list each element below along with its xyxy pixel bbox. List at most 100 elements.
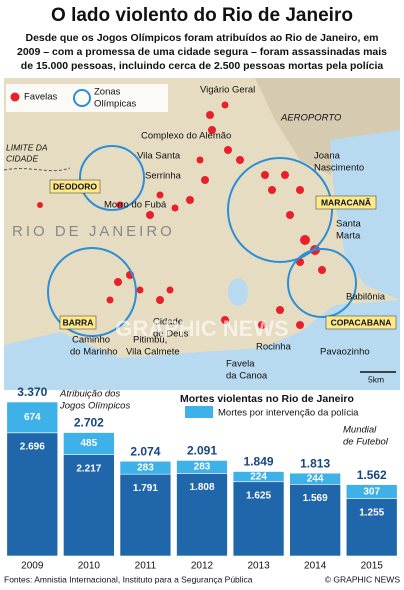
- city-limit-line: [3, 167, 71, 172]
- ocean: [4, 300, 400, 390]
- place-label: Pitimbu,: [133, 335, 167, 346]
- scale-label: 5km: [368, 374, 384, 384]
- legend-dot: [10, 92, 20, 102]
- total-label: 1.813: [300, 456, 330, 470]
- total-label: 1.849: [244, 455, 274, 469]
- legend-label: Favelas: [24, 92, 58, 103]
- lagoon: [228, 278, 248, 306]
- zone-label: COPACABANA: [331, 317, 392, 327]
- value-label: 1.569: [303, 493, 328, 504]
- annotation: Jogos Olímpicos: [59, 401, 130, 412]
- value-label: 1.255: [359, 507, 384, 518]
- place-label: Santa: [336, 219, 362, 230]
- map: Favelas Zonas Olímpicas RIO DE JANEIRO A…: [3, 78, 400, 390]
- legend-label: Olímpicas: [94, 99, 136, 110]
- place-label: Rocinha: [256, 342, 292, 353]
- bar-segment: [63, 454, 115, 557]
- total-label: 1.562: [357, 468, 387, 482]
- place-label: Complexo do Alemão: [141, 131, 231, 142]
- value-label: 283: [194, 462, 211, 473]
- subtitle: Desde que os Jogos Olímpicos foram atrib…: [26, 32, 379, 44]
- bar-segment: [119, 473, 172, 557]
- zone-label: MARACANÃ: [321, 197, 371, 207]
- zone-box: [49, 179, 101, 194]
- x-tick-label: 2011: [135, 561, 157, 572]
- bar-segment: [345, 484, 398, 499]
- bar-segment: [232, 471, 285, 483]
- total-label: 3.370: [17, 385, 47, 399]
- bar-segment: [289, 484, 341, 557]
- total-label: 2.702: [74, 416, 104, 430]
- place-label: Caminho: [72, 335, 110, 346]
- place-label: Cidade: [153, 317, 183, 328]
- title: O lado violento do Rio de Janeiro: [51, 5, 353, 26]
- value-label: 244: [307, 473, 324, 484]
- place-label: Vila Calmete: [126, 347, 180, 358]
- bar-segment: [63, 432, 115, 455]
- annotation: Mundial: [343, 425, 377, 436]
- chart-title: Mortes violentas no Rio de Janeiro: [180, 393, 354, 405]
- value-label: 485: [81, 438, 98, 449]
- watermark: GRAPHIC NEWS: [115, 316, 289, 341]
- annotation: Atribuição dos: [59, 389, 120, 400]
- bar-segment: [176, 460, 228, 474]
- place-label: de Deus: [153, 329, 189, 340]
- legend-circle: [73, 89, 91, 107]
- zone-label: DEODORO: [53, 181, 97, 191]
- total-label: 2.074: [130, 444, 160, 458]
- bar-segment: [289, 472, 341, 485]
- place-label: Vigário Geral: [200, 85, 255, 96]
- bay: [330, 130, 400, 300]
- x-tick-label: 2013: [247, 561, 270, 572]
- credit: © GRAPHIC NEWS: [325, 574, 401, 584]
- x-tick-label: 2010: [78, 561, 101, 572]
- value-label: 307: [363, 486, 380, 497]
- place-label: do Marinho: [70, 347, 118, 358]
- subtitle: de 15.000 pessoas, incluindo cerca de 2.…: [21, 60, 384, 72]
- total-label: 2.091: [187, 444, 217, 458]
- x-tick-label: 2014: [304, 561, 327, 572]
- annotation: de Futebol: [343, 437, 389, 448]
- bar-segment: [6, 432, 59, 557]
- olympic-zones: [47, 145, 357, 337]
- favelas: [37, 101, 326, 329]
- legend-label: Zonas: [94, 87, 121, 98]
- value-label: 2.696: [20, 441, 45, 452]
- value-label: 674: [24, 412, 41, 423]
- place-label: da Canoa: [226, 371, 268, 382]
- value-label: 2.217: [76, 463, 101, 474]
- value-label: 1.791: [133, 483, 158, 494]
- value-label: 283: [137, 462, 154, 473]
- legend-label: Mortes por intervenção da polícia: [218, 408, 359, 419]
- legend-box: [6, 84, 168, 112]
- value-label: 1.808: [189, 482, 214, 493]
- place-label: Morro do Fubá: [104, 200, 167, 211]
- zone-box: [59, 315, 97, 330]
- place-label: Pavaozinho: [320, 347, 370, 358]
- x-tick-label: 2015: [361, 561, 384, 572]
- zone-box: [315, 195, 377, 210]
- city-limit-label: CIDADE: [6, 153, 38, 163]
- airport-label: AEROPORTO: [280, 113, 342, 124]
- place-label: Joana: [314, 151, 341, 162]
- x-tick-label: 2012: [191, 561, 214, 572]
- subtitle: 2009 – com a promessa de uma cidade segu…: [17, 46, 387, 58]
- bar-segment: [6, 401, 59, 434]
- source: Fontes: Amnistia Internacional, Institut…: [4, 574, 253, 584]
- place-label: Serrinha: [145, 171, 182, 182]
- bar-segment: [345, 498, 398, 557]
- zone-label: BARRA: [63, 317, 94, 327]
- x-tick-label: 2009: [21, 561, 44, 572]
- city-limit-label: LIMITE DA: [6, 142, 48, 152]
- place-label: Nascimento: [314, 163, 364, 174]
- bar-segment: [119, 460, 172, 475]
- place-label: Babilônia: [346, 292, 386, 303]
- place-label: Marta: [336, 231, 361, 242]
- place-label: Favela: [226, 359, 255, 370]
- place-label: Vila Santa: [137, 151, 181, 162]
- value-label: 1.625: [246, 490, 271, 501]
- value-label: 224: [250, 471, 267, 482]
- legend-swatch: [185, 406, 213, 418]
- region-label: RIO DE JANEIRO: [12, 223, 175, 240]
